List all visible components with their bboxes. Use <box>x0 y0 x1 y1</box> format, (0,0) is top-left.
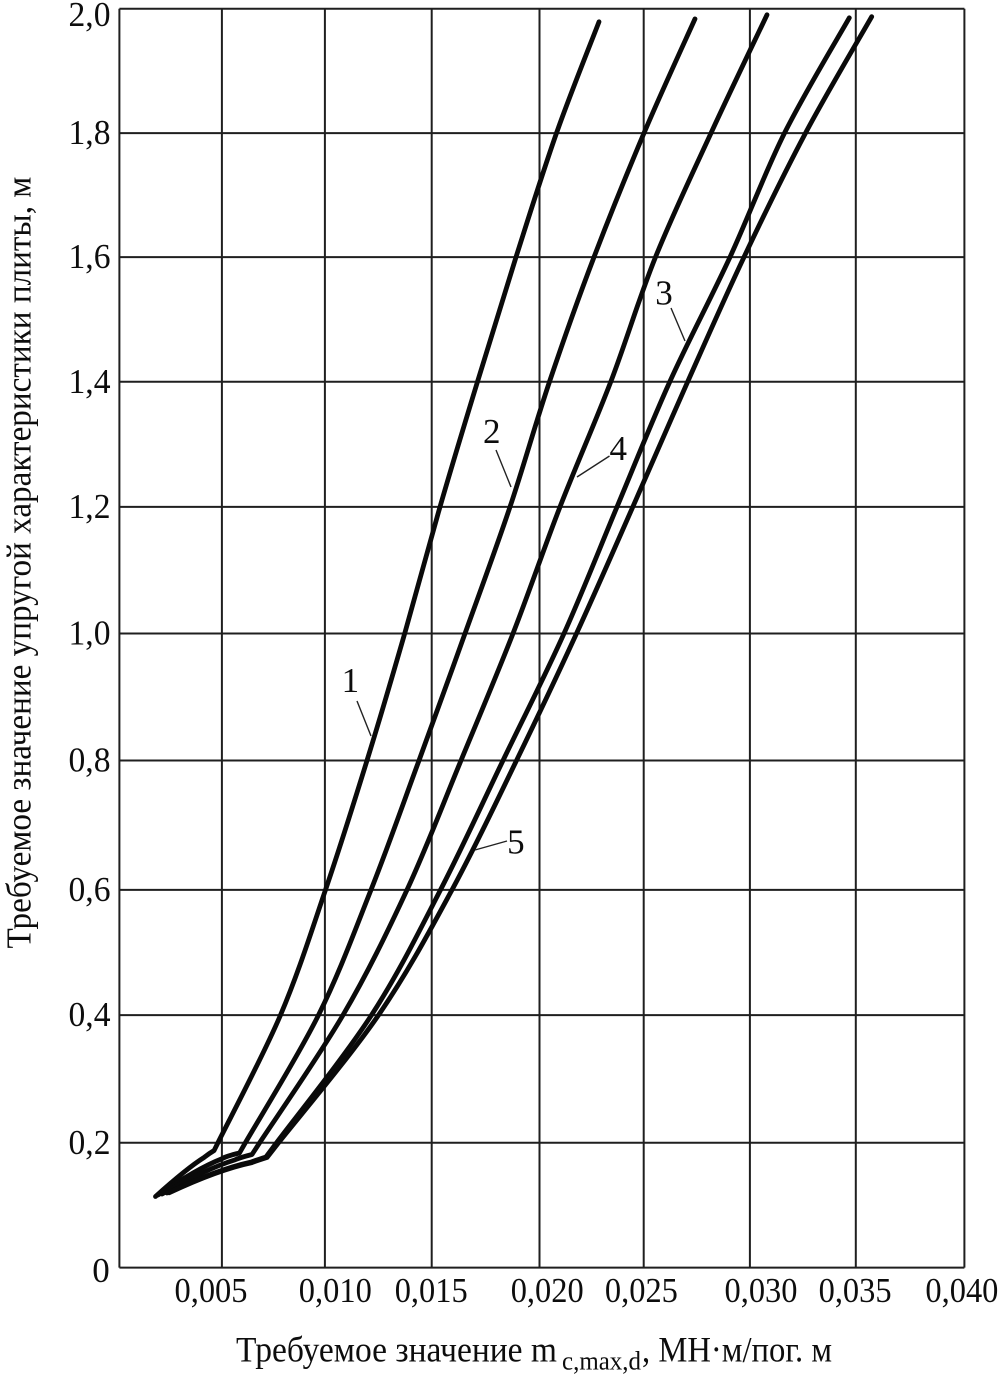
svg-text:1,8: 1,8 <box>69 113 111 152</box>
svg-text:0: 0 <box>92 1251 110 1290</box>
svg-text:Требуемое значение упругой хар: Требуемое значение упругой характеристик… <box>1 177 39 949</box>
svg-text:1,0: 1,0 <box>69 614 111 653</box>
svg-text:1,4: 1,4 <box>69 362 111 401</box>
svg-text:Требуемое значение m: Требуемое значение m <box>236 1330 557 1370</box>
svg-text:0,015: 0,015 <box>395 1271 468 1310</box>
svg-text:, МН·м/пог. м: , МН·м/пог. м <box>642 1330 832 1370</box>
svg-text:1: 1 <box>342 661 360 700</box>
svg-text:0,040: 0,040 <box>925 1271 998 1310</box>
svg-text:1,2: 1,2 <box>69 487 111 526</box>
svg-text:2,0: 2,0 <box>69 0 111 34</box>
svg-text:c,max,d: c,max,d <box>562 1347 641 1376</box>
svg-text:0,005: 0,005 <box>175 1271 248 1310</box>
svg-text:0,035: 0,035 <box>819 1271 892 1310</box>
svg-text:2: 2 <box>483 412 501 451</box>
svg-text:0,020: 0,020 <box>511 1271 584 1310</box>
svg-text:1,6: 1,6 <box>69 237 111 276</box>
svg-text:0,4: 0,4 <box>69 995 111 1034</box>
svg-text:4: 4 <box>610 429 628 468</box>
svg-text:0,6: 0,6 <box>69 870 111 909</box>
svg-text:0,8: 0,8 <box>69 741 111 780</box>
svg-text:0,030: 0,030 <box>725 1271 798 1310</box>
svg-text:0,2: 0,2 <box>69 1123 111 1162</box>
svg-text:0,010: 0,010 <box>299 1271 372 1310</box>
svg-text:3: 3 <box>655 273 673 312</box>
svg-text:0,025: 0,025 <box>605 1271 678 1310</box>
svg-text:5: 5 <box>507 823 525 862</box>
